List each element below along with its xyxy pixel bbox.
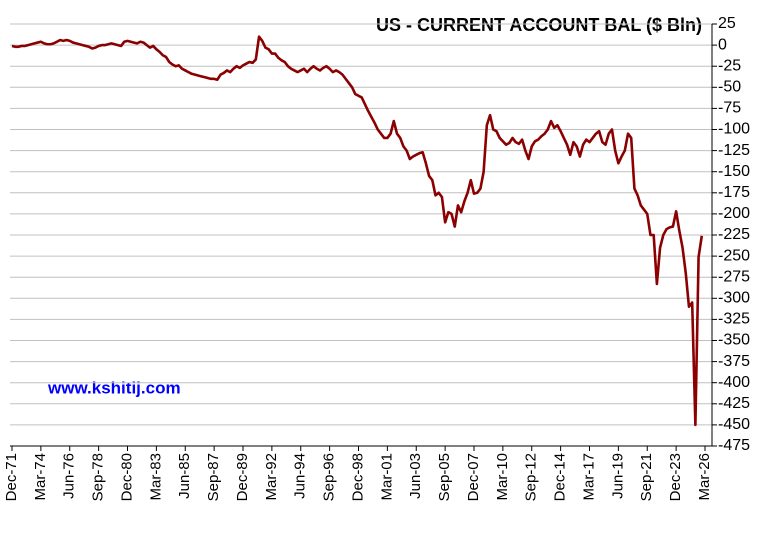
x-tick-label: Sep-96 xyxy=(321,453,338,501)
y-tick-label: -350 xyxy=(718,332,750,349)
x-tick-label: Sep-78 xyxy=(90,453,107,501)
x-tick-label: Dec-14 xyxy=(552,453,569,501)
y-tick-label: -175 xyxy=(718,184,750,201)
y-tick-label: -275 xyxy=(718,268,750,285)
y-tick-label: -150 xyxy=(718,163,750,180)
y-tick-label: 0 xyxy=(718,36,727,53)
x-tick-label: Jun-76 xyxy=(61,453,78,499)
x-tick-label: Mar-17 xyxy=(580,453,597,501)
x-tick-label: Sep-21 xyxy=(638,453,655,501)
y-tick-label: -425 xyxy=(718,395,750,412)
y-tick-label: -325 xyxy=(718,311,750,328)
x-tick-label: Mar-26 xyxy=(696,453,713,501)
watermark: www.kshitij.com xyxy=(47,378,181,397)
y-tick-label: -475 xyxy=(718,437,750,454)
x-tick-label: Jun-03 xyxy=(407,453,424,499)
x-tick-label: Sep-87 xyxy=(205,453,222,501)
x-tick-label: Mar-83 xyxy=(147,453,164,501)
x-tick-label: Sep-12 xyxy=(523,453,540,501)
x-tick-label: Sep-05 xyxy=(436,453,453,501)
y-tick-label: -225 xyxy=(718,226,750,243)
x-tick-label: Jun-94 xyxy=(292,453,309,499)
chart-title: US - CURRENT ACCOUNT BAL ($ Bln) xyxy=(376,15,702,35)
x-tick-label: Jun-85 xyxy=(176,453,193,499)
x-tick-label: Mar-01 xyxy=(378,453,395,501)
x-tick-label: Dec-89 xyxy=(234,453,251,501)
y-tick-label: 25 xyxy=(718,15,736,32)
x-tick-label: Dec-80 xyxy=(118,453,135,501)
x-tick-label: Mar-92 xyxy=(263,453,280,501)
y-tick-label: -50 xyxy=(718,79,741,96)
y-tick-label: -450 xyxy=(718,416,750,433)
data-line xyxy=(11,35,704,427)
x-tick-label: Dec-23 xyxy=(667,453,684,501)
y-tick-label: -375 xyxy=(718,353,750,370)
x-tick-label: Mar-74 xyxy=(32,453,49,501)
y-tick-label: -200 xyxy=(718,205,750,222)
y-tick-label: -300 xyxy=(718,290,750,307)
y-tick-label: -250 xyxy=(718,247,750,264)
x-tick-label: Dec-71 xyxy=(3,453,20,501)
y-tick-label: -125 xyxy=(718,142,750,159)
x-tick-label: Jun-19 xyxy=(609,453,626,499)
y-tick-label: -75 xyxy=(718,100,741,117)
y-tick-label: -400 xyxy=(718,374,750,391)
x-tick-label: Dec-98 xyxy=(349,453,366,501)
y-tick-label: -25 xyxy=(718,57,741,74)
y-tick-label: -100 xyxy=(718,121,750,138)
x-tick-label: Mar-10 xyxy=(494,453,511,501)
x-tick-label: Dec-07 xyxy=(465,453,482,501)
